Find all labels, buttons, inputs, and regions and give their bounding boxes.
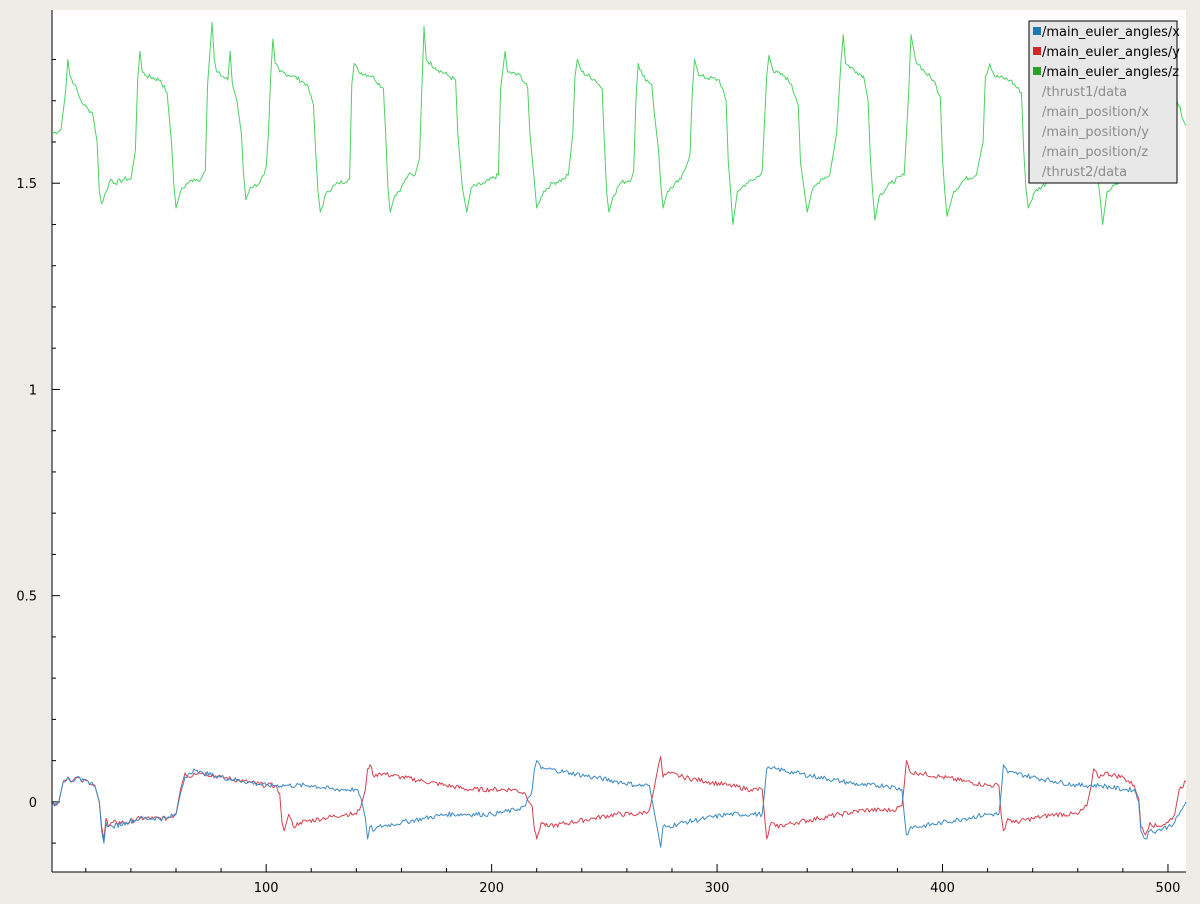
y-tick-label: 0.5	[16, 590, 37, 605]
legend-item[interactable]: /main_position/y	[1042, 125, 1149, 140]
legend-item[interactable]: /main_position/x	[1042, 105, 1149, 120]
series-line	[51, 21, 1187, 225]
legend-swatch	[1033, 47, 1041, 55]
minor-ticks	[52, 58, 1124, 872]
y-tick-label: 1	[29, 383, 37, 398]
y-tick-label: 0	[29, 796, 37, 811]
legend-item[interactable]: /main_euler_angles/x	[1042, 25, 1180, 40]
series-layer	[51, 21, 1187, 848]
legend-box	[1028, 20, 1178, 184]
x-tick-label: 100	[254, 881, 279, 896]
legend[interactable]: /main_euler_angles/x/main_euler_angles/y…	[1028, 20, 1180, 184]
x-tick-label: 500	[1156, 881, 1181, 896]
series-line	[51, 760, 1187, 848]
y-axis-ticks: 0 0.5 1 1.5	[16, 177, 60, 811]
x-tick-label: 300	[705, 881, 730, 896]
plot-background	[52, 10, 1186, 872]
x-axis-ticks: 100 200 300 400 500	[254, 864, 1181, 896]
legend-swatch	[1033, 67, 1041, 75]
legend-swatch	[1033, 27, 1041, 35]
legend-item[interactable]: /main_euler_angles/y	[1042, 45, 1180, 60]
x-tick-label: 200	[479, 881, 504, 896]
legend-item[interactable]: /thrust1/data	[1042, 85, 1127, 100]
legend-item[interactable]: /main_position/z	[1042, 145, 1148, 160]
y-tick-label: 1.5	[16, 177, 37, 192]
legend-item[interactable]: /main_euler_angles/z	[1042, 65, 1179, 80]
x-tick-label: 400	[930, 881, 955, 896]
legend-item[interactable]: /thrust2/data	[1042, 165, 1127, 180]
